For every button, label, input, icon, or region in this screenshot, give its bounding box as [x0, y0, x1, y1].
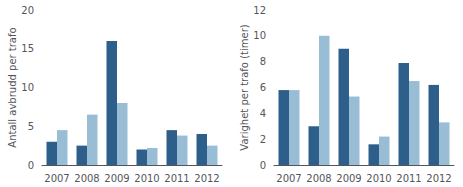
svg-text:2: 2	[260, 134, 266, 145]
svg-text:2007: 2007	[276, 173, 301, 184]
svg-text:0: 0	[260, 160, 266, 171]
svg-text:20: 20	[21, 5, 34, 16]
svg-text:2011: 2011	[164, 173, 189, 184]
svg-text:2010: 2010	[134, 173, 159, 184]
svg-text:10: 10	[253, 30, 266, 41]
svg-text:2012: 2012	[426, 173, 451, 184]
svg-text:8: 8	[260, 56, 266, 67]
svg-text:2009: 2009	[336, 173, 361, 184]
svg-text:15: 15	[21, 43, 34, 54]
svg-text:2008: 2008	[306, 173, 331, 184]
svg-text:Varighet per trafo (timer): Varighet per trafo (timer)	[239, 24, 250, 150]
svg-text:2011: 2011	[396, 173, 421, 184]
svg-text:2008: 2008	[74, 173, 99, 184]
svg-text:2007: 2007	[44, 173, 69, 184]
svg-text:6: 6	[260, 82, 266, 93]
svg-text:4: 4	[260, 108, 266, 119]
svg-text:5: 5	[28, 121, 34, 132]
svg-text:2009: 2009	[104, 173, 129, 184]
svg-text:2010: 2010	[366, 173, 391, 184]
svg-text:12: 12	[253, 5, 266, 16]
svg-text:Antall avbrudd per trafo: Antall avbrudd per trafo	[7, 27, 18, 147]
svg-text:2012: 2012	[194, 173, 219, 184]
svg-text:10: 10	[21, 82, 34, 93]
svg-text:0: 0	[28, 160, 34, 171]
